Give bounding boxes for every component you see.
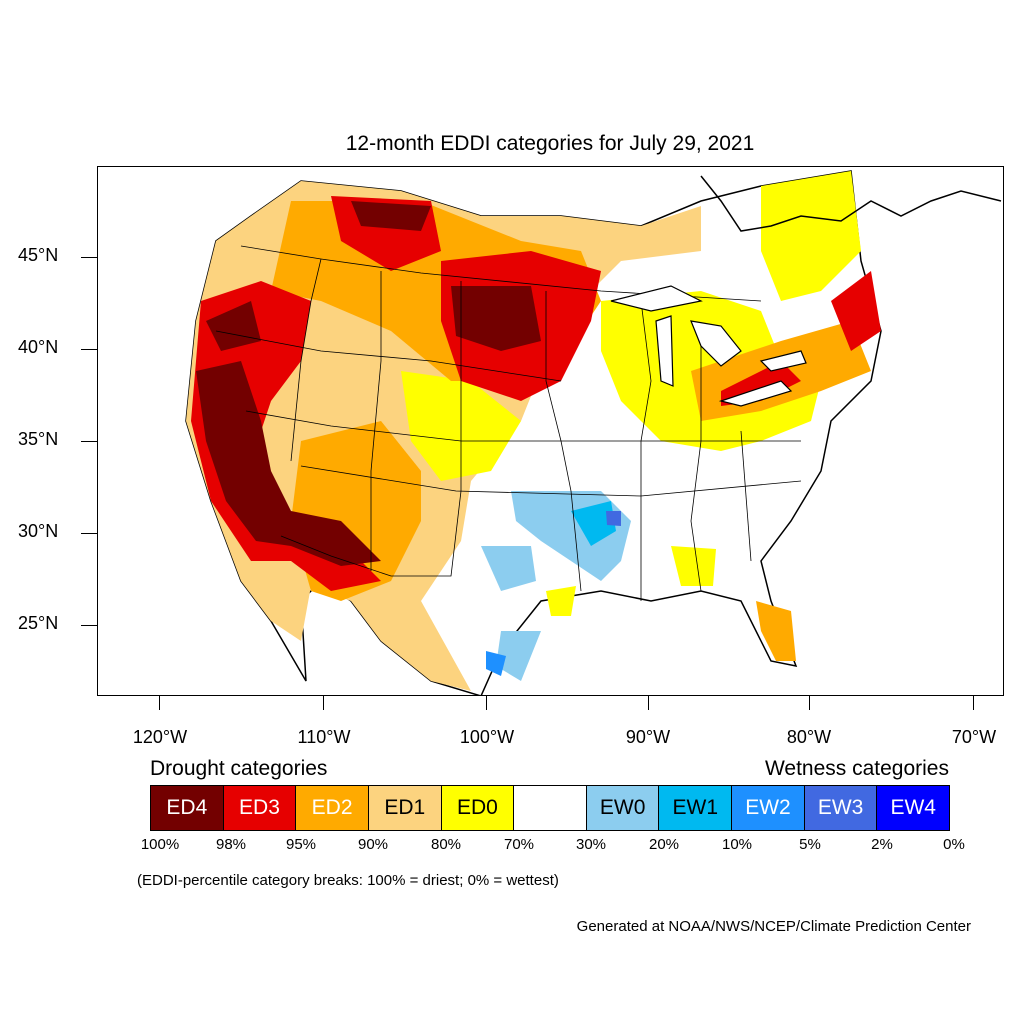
legend-label-ew0: EW0 xyxy=(599,796,646,819)
legend-box-ew0: EW0 xyxy=(586,786,660,830)
legend-label-ew4: EW4 xyxy=(890,796,936,819)
lat-label-45: 45°N xyxy=(18,245,59,265)
region-ed4-west-coast xyxy=(196,361,381,566)
lon-tick-80 xyxy=(809,696,810,710)
legend-label-ed2: ED2 xyxy=(311,796,353,819)
percentile-2: 2% xyxy=(871,836,893,853)
region-ed4-montana xyxy=(351,201,431,231)
lon-label-80: 80°W xyxy=(786,727,832,747)
percentile-0: 0% xyxy=(943,836,965,853)
lat-label-30: 30°N xyxy=(18,521,59,541)
legend-box-ed0: ED0 xyxy=(441,786,515,830)
percentile-20: 20% xyxy=(648,836,680,853)
lat-tick-40 xyxy=(81,349,97,350)
percentile-100: 100% xyxy=(140,836,180,853)
legend-label-ed1: ED1 xyxy=(384,796,426,819)
percentile-70: 70% xyxy=(503,836,535,853)
region-ed0-southeast xyxy=(671,546,716,586)
lat-tick-25 xyxy=(81,625,97,626)
region-ed2-florida xyxy=(756,601,796,661)
region-ed3-new-england xyxy=(831,271,881,351)
legend-label-ew1: EW1 xyxy=(672,796,719,819)
lon-tick-100 xyxy=(486,696,487,710)
legend-label-ed0: ED0 xyxy=(456,796,498,819)
legend-box-ew4: EW4 xyxy=(877,786,950,830)
legend-box-ew2: EW2 xyxy=(732,786,805,830)
region-ew0-south-texas xyxy=(481,546,536,591)
legend-box-ed2: ED2 xyxy=(296,786,369,830)
category-legend: ED4 ED3 ED2 ED1 ED0 EW0 EW1 EW2 EW3 EW4 xyxy=(150,785,950,831)
lon-tick-70 xyxy=(973,696,974,710)
percentile-90: 90% xyxy=(357,836,389,853)
lat-label-40: 40°N xyxy=(18,337,59,357)
percentile-30: 30% xyxy=(575,836,607,853)
region-ew3-arkansas xyxy=(606,511,621,526)
lat-label-25: 25°N xyxy=(18,613,59,633)
region-ew1-arkansas xyxy=(571,501,616,546)
boundary-lines xyxy=(215,245,802,601)
lon-label-70: 70°W xyxy=(951,727,997,747)
region-ed0-texas xyxy=(546,586,576,616)
drought-categories-heading: Drought categories xyxy=(150,757,328,780)
map-panel xyxy=(97,166,1004,696)
percentile-80: 80% xyxy=(430,836,462,853)
lat-label-35: 35°N xyxy=(18,429,59,449)
lon-tick-110 xyxy=(323,696,324,710)
legend-box-ew3: EW3 xyxy=(804,786,878,830)
percentile-98: 98% xyxy=(215,836,247,853)
great-lakes xyxy=(610,285,807,407)
coastline-northeast xyxy=(700,175,1002,232)
lon-label-100: 100°W xyxy=(459,727,515,747)
region-ew2-gulf-coast xyxy=(486,651,506,676)
legend-box-ed3: ED3 xyxy=(223,786,297,830)
lon-label-120: 120°W xyxy=(132,727,188,747)
legend-label-ew3: EW3 xyxy=(817,796,864,819)
legend-box-neutral xyxy=(514,786,587,830)
wetness-categories-heading: Wetness categories xyxy=(764,757,949,780)
legend-box-ew1: EW1 xyxy=(659,786,733,830)
lat-tick-30 xyxy=(81,533,97,534)
credit-line: Generated at NOAA/NWS/NCEP/Climate Predi… xyxy=(576,918,971,935)
lon-label-90: 90°W xyxy=(625,727,671,747)
map-title: 12-month EDDI categories for July 29, 20… xyxy=(345,132,755,155)
region-ed4-oregon xyxy=(206,301,261,351)
lat-tick-35 xyxy=(81,441,97,442)
percentile-95: 95% xyxy=(285,836,317,853)
legend-label-ed4: ED4 xyxy=(166,796,208,819)
lat-tick-45 xyxy=(81,257,97,258)
legend-box-ed4: ED4 xyxy=(151,786,224,830)
legend-box-ed1: ED1 xyxy=(368,786,442,830)
legend-label-ed3: ED3 xyxy=(239,796,280,819)
lon-tick-90 xyxy=(648,696,649,710)
region-ew0-gulf xyxy=(496,631,541,681)
conus-eddi-map xyxy=(185,170,1002,695)
category-breaks-note: (EDDI-percentile category breaks: 100% =… xyxy=(137,872,559,889)
percentile-10: 10% xyxy=(721,836,753,853)
lon-label-110: 110°W xyxy=(297,727,351,747)
percentile-5: 5% xyxy=(799,836,821,853)
region-ed4-north-dakota xyxy=(451,286,541,351)
lon-tick-120 xyxy=(159,696,160,710)
region-ed0-maine xyxy=(761,171,861,301)
legend-label-ew2: EW2 xyxy=(745,796,791,819)
